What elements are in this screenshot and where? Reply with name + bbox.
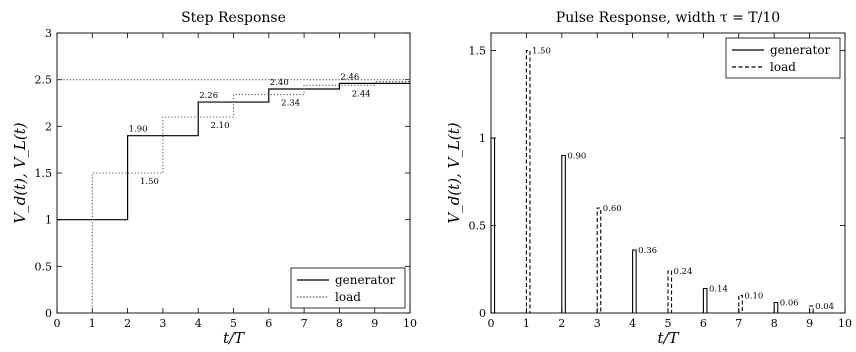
y-tick-label: 0.5: [35, 260, 53, 273]
data-label: 0.06: [780, 299, 799, 309]
pulse-load: [809, 305, 814, 313]
axes-2: 0 1 2 3 4 5 6 7 8 9 10 0 0.5 1 1.5 Pulse Response, widt…: [445, 10, 852, 347]
data-label: 0.04: [815, 302, 834, 312]
legend-label-generator: generator: [770, 43, 831, 57]
data-label: 2.10: [211, 121, 230, 131]
x-tick-label: 0: [488, 317, 495, 330]
x-tick-label: 3: [594, 317, 601, 330]
data-label: 2.34: [281, 99, 300, 109]
chart-title: Pulse Response, width τ = T/10: [556, 10, 780, 26]
x-tick-label: 10: [403, 317, 417, 330]
legend-1: generator load: [290, 267, 406, 309]
x-tick-label: 9: [371, 317, 378, 330]
series-generator: [57, 82, 410, 221]
legend-label-generator: generator: [335, 273, 396, 287]
data-label: 0.36: [638, 246, 657, 256]
x-tick-label: 6: [700, 317, 707, 330]
legend-2: generator load: [725, 37, 841, 79]
data-label: 1.50: [532, 47, 551, 57]
data-label: 2.40: [270, 78, 289, 88]
pulse-generator: [490, 137, 496, 313]
chart-title: Step Response: [181, 10, 286, 26]
pulse-load: [738, 294, 743, 313]
y-axis-label: V_d(t), V_L(t): [445, 122, 463, 223]
x-tick-label: 2: [558, 317, 565, 330]
x-tick-label: 8: [771, 317, 778, 330]
data-label: 0.60: [603, 204, 622, 214]
data-label: 2.44: [352, 89, 371, 99]
data-label: 2.46: [340, 72, 359, 82]
series-load: [91, 80, 410, 313]
pulse-load: [667, 270, 673, 313]
legend-label-load: load: [770, 60, 796, 74]
legend-label-load: load: [335, 290, 361, 304]
x-tick-label: 4: [195, 317, 202, 330]
x-tick-label: 6: [265, 317, 272, 330]
data-label: 1.50: [140, 177, 159, 187]
pulse-generator: [632, 249, 637, 313]
data-label: 0.90: [567, 152, 586, 162]
x-tick-label: 7: [301, 317, 308, 330]
axes-1: 0 1 2 3 4 5 6 7 8 9 10 0 0.5 1 1.5 2 2.5 3 Step Response t/…: [11, 10, 417, 347]
data-label: 0.14: [709, 285, 728, 295]
pulse-generator: [773, 301, 779, 313]
y-tick-label: 3: [45, 27, 52, 40]
y-tick-label: 1.5: [35, 167, 53, 180]
legend-box: [290, 267, 406, 309]
y-tick-label: 0: [45, 307, 52, 320]
pulse-load: [525, 49, 531, 313]
x-tick-label: 10: [838, 317, 852, 330]
y-tick-label: 1: [45, 214, 52, 227]
data-label: 0.24: [674, 267, 693, 277]
x-tick-label: 9: [806, 317, 813, 330]
pulse-generator: [561, 154, 566, 313]
y-tick-label: 2.5: [35, 74, 53, 87]
data-label: 0.10: [744, 292, 763, 302]
x-tick-label: 5: [665, 317, 672, 330]
y-tick-label: 1: [479, 132, 486, 145]
x-tick-label: 7: [735, 317, 742, 330]
pulse-load: [596, 207, 602, 313]
data-label: 1.90: [129, 125, 148, 135]
x-axis-label: t/T: [657, 329, 679, 347]
x-axis-label: t/T: [223, 329, 245, 347]
x-tick-label: 0: [54, 317, 61, 330]
y-axis-label: V_d(t), V_L(t): [11, 122, 29, 223]
pulse-generator: [702, 287, 708, 313]
y-tick-label: 1.5: [469, 45, 487, 58]
x-tick-label: 1: [89, 317, 96, 330]
data-label: 2.26: [199, 91, 218, 101]
x-tick-label: 8: [336, 317, 343, 330]
x-tick-label: 3: [159, 317, 166, 330]
y-tick-label: 0.5: [469, 220, 487, 233]
x-tick-label: 4: [629, 317, 636, 330]
y-tick-label: 2: [45, 120, 52, 133]
x-tick-label: 5: [230, 317, 237, 330]
x-tick-label: 1: [523, 317, 530, 330]
y-tick-label: 0: [479, 307, 486, 320]
legend-box: [725, 37, 841, 79]
x-tick-label: 2: [124, 317, 131, 330]
